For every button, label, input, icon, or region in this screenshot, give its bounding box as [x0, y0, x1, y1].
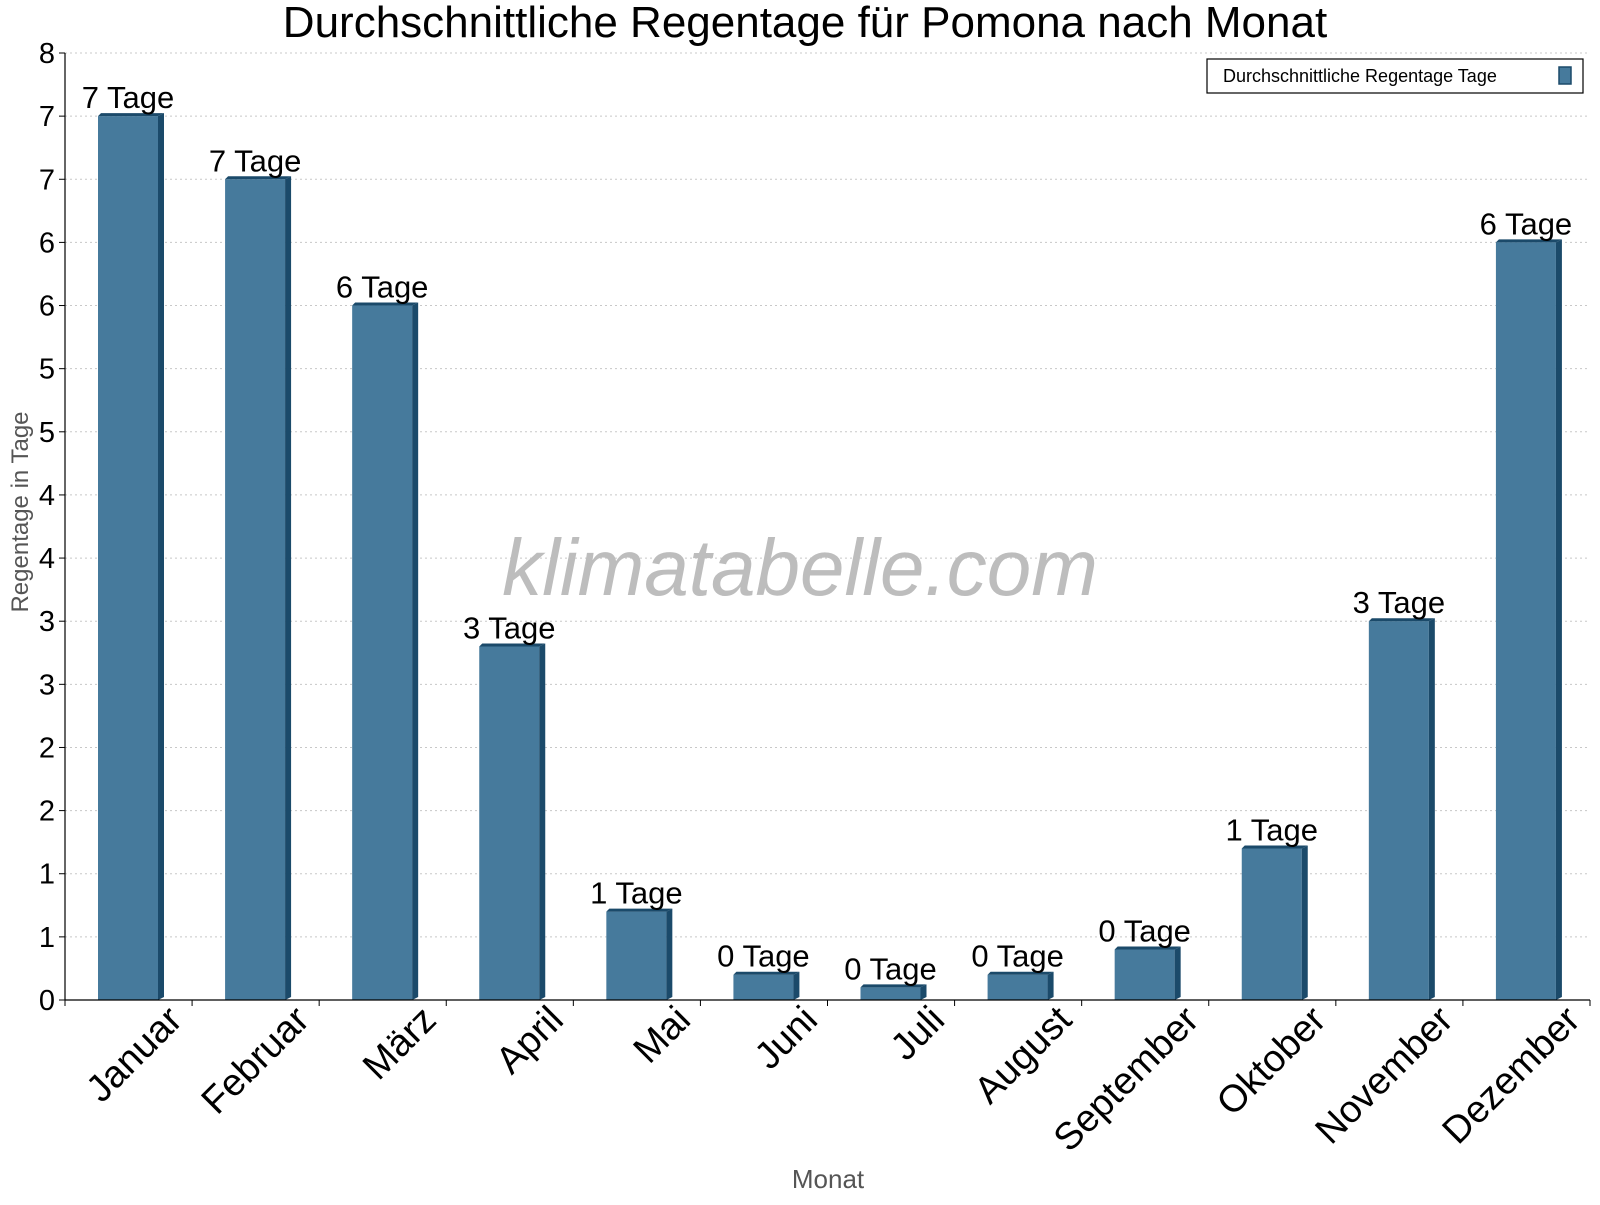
- bar-side: [158, 113, 164, 1001]
- y-tick-label: 1: [39, 859, 55, 891]
- bar-top: [1495, 239, 1562, 243]
- y-tick-label: 4: [39, 543, 55, 575]
- bar: [98, 116, 158, 1001]
- data-label: 6 Tage: [336, 270, 429, 305]
- bar: [733, 974, 794, 1000]
- gridlines: [65, 52, 1590, 938]
- data-label: 6 Tage: [1480, 206, 1573, 241]
- bar-side: [539, 643, 546, 1000]
- data-label: 0 Tage: [717, 939, 810, 974]
- data-label: 0 Tage: [1098, 913, 1191, 948]
- bar-side: [1174, 946, 1181, 1000]
- y-tick-label: 6: [39, 227, 55, 259]
- bar: [606, 911, 667, 1000]
- y-tick-label: 3: [39, 606, 55, 638]
- data-label: 0 Tage: [971, 939, 1064, 974]
- bar: [1114, 949, 1175, 1000]
- legend-swatch: [1558, 66, 1572, 85]
- bar-top: [352, 302, 419, 306]
- y-tick-label: 7: [39, 101, 55, 133]
- y-tick-label: 3: [39, 669, 55, 701]
- data-label: 1 Tage: [1225, 812, 1318, 847]
- bar-top: [606, 908, 673, 912]
- legend-box: [1206, 58, 1584, 94]
- bar-side: [1555, 239, 1562, 1000]
- bar-top: [479, 643, 546, 647]
- y-tick-label: 2: [39, 796, 55, 828]
- data-label: 3 Tage: [1353, 585, 1446, 620]
- bar-top: [733, 971, 800, 975]
- y-tick-label: 1: [39, 922, 55, 954]
- bar-top: [1114, 946, 1181, 950]
- bar-top: [225, 176, 292, 180]
- bar-side: [1047, 971, 1054, 1000]
- bar-side: [666, 908, 673, 1000]
- chart-title: Durchschnittliche Regentage für Pomona n…: [283, 0, 1327, 47]
- y-axis-title: Regentage in Tage: [7, 411, 34, 612]
- data-label: 7 Tage: [82, 80, 175, 115]
- bar-side: [1301, 845, 1308, 1000]
- y-tick-label: 0: [39, 985, 55, 1017]
- watermark-text: klimatabelle.com: [502, 523, 1098, 612]
- legend-label: Durchschnittliche Regentage Tage: [1223, 66, 1497, 86]
- bar-top: [987, 971, 1054, 975]
- y-tick-label: 2: [39, 732, 55, 764]
- bar-top: [98, 113, 164, 117]
- x-axis-title: Monat: [792, 1164, 865, 1194]
- data-label: 0 Tage: [844, 951, 937, 986]
- bar: [1241, 848, 1302, 1000]
- y-tick-label: 4: [39, 480, 55, 512]
- bar-top: [860, 984, 927, 988]
- bar-side: [285, 176, 292, 1000]
- bar: [1368, 621, 1429, 1000]
- bar-side: [920, 984, 927, 1000]
- data-label: 7 Tage: [209, 143, 302, 178]
- legend: Durchschnittliche Regentage Tage: [1206, 58, 1584, 94]
- bar: [860, 987, 921, 1000]
- y-tick-label: 5: [39, 417, 55, 449]
- y-tick-label: 7: [39, 164, 55, 196]
- bars: [98, 113, 1562, 1001]
- bar: [479, 646, 540, 1000]
- y-tick-label: 8: [39, 38, 55, 70]
- bar-side: [412, 302, 419, 1000]
- bar-side: [1428, 618, 1435, 1000]
- bar: [352, 305, 413, 1000]
- bar-top: [1368, 618, 1435, 622]
- y-tick-label: 5: [39, 354, 55, 386]
- data-label: 1 Tage: [590, 876, 683, 911]
- bar: [225, 179, 286, 1000]
- data-labels: 7 Tage 7 Tage 6 Tage 3 Tage 1 Tage 0 Tage 0 Ta…: [82, 80, 1572, 986]
- bar: [1495, 242, 1556, 1000]
- bar-side: [793, 971, 800, 1000]
- bar: [987, 974, 1048, 1000]
- y-tick-label: 6: [39, 291, 55, 323]
- data-label: 3 Tage: [463, 610, 556, 645]
- bar-top: [1241, 845, 1308, 849]
